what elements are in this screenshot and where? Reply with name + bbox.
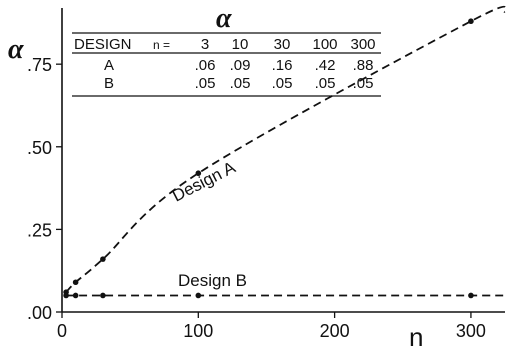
data-point-design-a: [72, 279, 79, 286]
table-cell: .06: [195, 57, 216, 74]
x-tick-label: 0: [57, 321, 67, 341]
x-tick-label: 300: [456, 321, 486, 341]
y-ticks: .00 .25 .50 .75: [27, 55, 62, 323]
y-tick-label: .00: [27, 303, 52, 323]
x-axis-label: n: [409, 322, 423, 350]
series-label-design-a: Design A: [169, 157, 239, 205]
table-header-n-value: 100: [312, 36, 337, 53]
y-tick-label: .50: [27, 138, 52, 158]
x-ticks: 0 100 200 300: [57, 312, 486, 341]
table-cell: .09: [230, 57, 251, 74]
table-header-n-value: 3: [201, 36, 209, 53]
table-rows: A .06 .09 .16 .42 .88 B .05 .05 .05 .05 .05: [104, 57, 373, 92]
table-header-n-values: 3 10 30 100 300: [201, 36, 376, 53]
table-cell: .05: [353, 75, 374, 92]
table-cell: .05: [272, 75, 293, 92]
data-point-design-b: [195, 292, 202, 299]
data-point-design-b: [468, 292, 474, 299]
table-title: α: [216, 3, 232, 34]
table-header-n-value: 10: [232, 36, 249, 53]
table-row-design: B: [104, 75, 114, 92]
x-tick-label: 200: [320, 321, 350, 341]
y-axis-label: α: [8, 34, 24, 65]
table-cell: .05: [195, 75, 216, 92]
table-header-n-value: 30: [274, 36, 291, 53]
table-cell: .42: [315, 57, 336, 74]
table-header-design: DESIGN: [74, 36, 132, 53]
data-point-design-b: [72, 292, 79, 299]
data-point-design-b: [63, 292, 69, 299]
y-tick-label: .75: [27, 55, 52, 75]
y-tick-label: .25: [27, 220, 52, 240]
x-tick-label: 100: [183, 321, 213, 341]
series-group: [63, 5, 507, 299]
table-cell: .88: [353, 57, 374, 74]
data-point-design-a: [100, 256, 106, 262]
table-header-n-value: 300: [350, 36, 375, 53]
data-point-design-a: [468, 18, 474, 25]
table-row-design: A: [104, 57, 114, 74]
table-header-n: n =: [153, 38, 170, 52]
series-label-design-b: Design B: [178, 271, 247, 290]
table-cell: .05: [315, 75, 336, 92]
data-point-design-b: [100, 292, 106, 299]
table-cell: .16: [272, 57, 293, 74]
data-point-design-a: [195, 170, 202, 177]
table-cell: .05: [230, 75, 251, 92]
alpha-table: α DESIGN n = 3 10 30 100 300 A .06 .09 .16 .42 .8…: [72, 3, 381, 97]
